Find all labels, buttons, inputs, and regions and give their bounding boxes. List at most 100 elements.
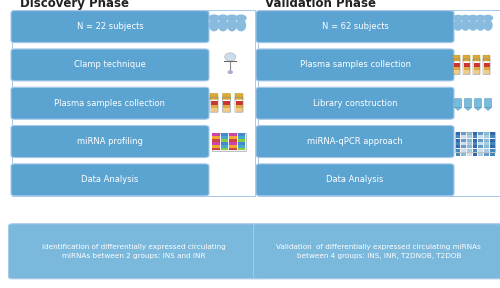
Bar: [464, 71, 469, 74]
Bar: [456, 132, 460, 135]
Bar: [461, 139, 466, 142]
Bar: [258, 10, 500, 196]
Text: Data Analysis: Data Analysis: [326, 175, 384, 184]
Circle shape: [228, 71, 232, 73]
Bar: [220, 148, 228, 151]
Bar: [472, 142, 478, 145]
Bar: [456, 142, 460, 145]
Polygon shape: [485, 108, 491, 111]
Bar: [484, 149, 489, 151]
Bar: [236, 105, 242, 108]
Ellipse shape: [236, 20, 246, 31]
Text: Plasma samples collection: Plasma samples collection: [54, 99, 166, 108]
FancyBboxPatch shape: [11, 126, 209, 158]
Text: Identification of differentially expressed circulating
miRNAs between 2 groups: : Identification of differentially express…: [42, 244, 226, 259]
Ellipse shape: [484, 20, 492, 30]
Bar: [484, 71, 490, 74]
Bar: [455, 132, 495, 152]
Bar: [456, 145, 460, 148]
FancyBboxPatch shape: [464, 99, 471, 108]
Bar: [220, 145, 228, 147]
FancyBboxPatch shape: [222, 94, 230, 99]
FancyBboxPatch shape: [256, 164, 454, 196]
Bar: [238, 142, 245, 145]
FancyBboxPatch shape: [8, 224, 259, 279]
Bar: [454, 63, 460, 67]
Bar: [467, 135, 471, 138]
FancyBboxPatch shape: [256, 11, 454, 43]
Bar: [478, 135, 483, 138]
Bar: [223, 108, 230, 112]
Bar: [472, 153, 478, 156]
FancyBboxPatch shape: [11, 164, 209, 196]
Bar: [212, 142, 220, 145]
Text: miRNA-qPCR approach: miRNA-qPCR approach: [307, 137, 403, 146]
Bar: [472, 135, 478, 138]
FancyBboxPatch shape: [254, 224, 500, 279]
Bar: [490, 153, 494, 156]
Bar: [238, 133, 245, 136]
Circle shape: [218, 15, 228, 21]
Bar: [212, 133, 220, 136]
Bar: [467, 145, 471, 148]
FancyBboxPatch shape: [256, 87, 454, 119]
Bar: [220, 139, 228, 142]
Bar: [484, 135, 489, 138]
Circle shape: [468, 16, 477, 21]
Bar: [461, 142, 466, 145]
Bar: [478, 145, 483, 148]
Circle shape: [461, 16, 470, 21]
Bar: [472, 139, 478, 142]
Bar: [490, 132, 494, 135]
Ellipse shape: [476, 20, 484, 30]
Bar: [461, 145, 466, 148]
Bar: [490, 139, 494, 142]
Bar: [220, 133, 228, 136]
FancyBboxPatch shape: [474, 99, 482, 108]
Bar: [461, 149, 466, 151]
Ellipse shape: [462, 20, 469, 30]
Bar: [454, 71, 460, 74]
Bar: [490, 142, 494, 145]
Bar: [484, 142, 489, 145]
Bar: [454, 67, 460, 71]
Ellipse shape: [469, 20, 477, 30]
Text: Validation Phase: Validation Phase: [265, 0, 376, 10]
Circle shape: [484, 16, 492, 21]
Bar: [490, 145, 494, 148]
Text: Discovery Phase: Discovery Phase: [20, 0, 129, 10]
Bar: [12, 10, 255, 196]
FancyBboxPatch shape: [454, 99, 462, 108]
Bar: [456, 135, 460, 138]
Polygon shape: [465, 108, 471, 111]
Bar: [212, 145, 220, 147]
Text: Data Analysis: Data Analysis: [82, 175, 138, 184]
Polygon shape: [455, 108, 461, 111]
Bar: [478, 132, 483, 135]
Bar: [467, 132, 471, 135]
Bar: [220, 142, 228, 145]
Bar: [478, 139, 483, 142]
Bar: [212, 148, 220, 151]
Bar: [229, 136, 236, 139]
Text: N = 22 subjects: N = 22 subjects: [76, 22, 144, 31]
FancyBboxPatch shape: [483, 55, 490, 61]
Bar: [229, 148, 236, 151]
Bar: [238, 139, 245, 142]
Bar: [238, 145, 245, 147]
Ellipse shape: [228, 20, 236, 31]
Bar: [223, 105, 230, 108]
Text: Library construction: Library construction: [313, 99, 397, 108]
Bar: [484, 139, 489, 142]
Bar: [456, 149, 460, 151]
Bar: [456, 139, 460, 142]
Ellipse shape: [454, 20, 462, 30]
Bar: [484, 153, 489, 156]
Bar: [474, 71, 480, 74]
FancyBboxPatch shape: [11, 49, 209, 81]
Bar: [210, 101, 218, 105]
Bar: [212, 136, 220, 139]
Bar: [229, 133, 236, 136]
Bar: [461, 132, 466, 135]
Circle shape: [227, 15, 237, 21]
